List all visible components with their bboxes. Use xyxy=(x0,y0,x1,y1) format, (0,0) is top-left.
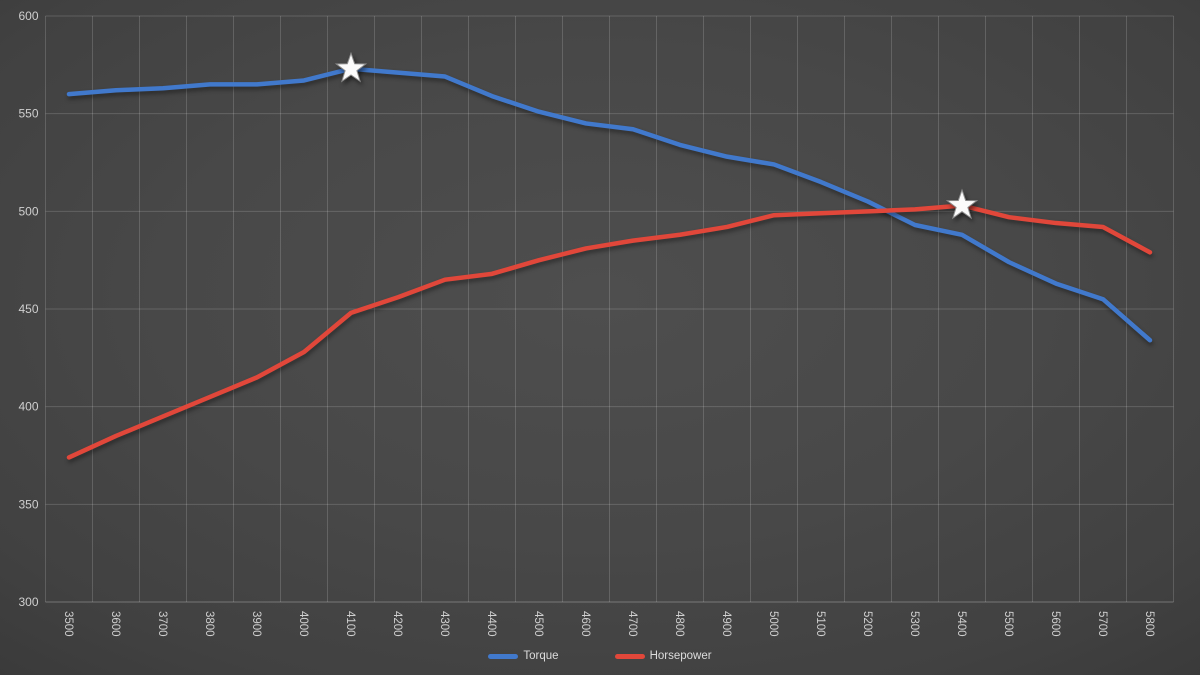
x-axis-tick-label: 5700 xyxy=(1096,611,1108,637)
y-axis-tick-label: 600 xyxy=(18,9,38,23)
torque-line xyxy=(66,66,1153,343)
x-axis-tick-label: 3700 xyxy=(156,611,168,637)
horsepower-peak-star-icon xyxy=(945,188,979,220)
y-axis-tick-label: 500 xyxy=(18,204,38,218)
x-axis-tick-label: 4300 xyxy=(438,611,450,637)
y-axis-tick-label: 350 xyxy=(18,497,38,511)
torque-peak-star-icon xyxy=(334,51,368,83)
x-axis-tick-label: 3500 xyxy=(62,611,74,637)
x-axis-tick-label: 5300 xyxy=(908,611,920,637)
x-axis-tick-label: 4700 xyxy=(626,611,638,637)
x-axis-tick-label: 5400 xyxy=(955,611,967,637)
x-axis-tick-label: 5100 xyxy=(814,611,826,637)
y-axis-tick-label: 400 xyxy=(18,400,38,414)
legend-item-horsepower: Horsepower xyxy=(614,650,712,662)
x-axis-tick-label: 3900 xyxy=(250,611,262,637)
horsepower-line xyxy=(66,203,1153,460)
x-axis-tick-label: 4900 xyxy=(720,611,732,637)
x-axis-tick-label: 4100 xyxy=(344,611,356,637)
y-axis-tick-label: 550 xyxy=(18,107,38,121)
x-axis-tick-label: 5000 xyxy=(767,611,779,637)
x-axis-tick-label: 4600 xyxy=(579,611,591,637)
x-axis-tick-label: 4000 xyxy=(297,611,309,637)
horsepower-line-swatch xyxy=(614,653,645,659)
x-axis-tick-label: 4500 xyxy=(532,611,544,637)
torque-line-swatch xyxy=(488,653,519,659)
horsepower-legend-label: Horsepower xyxy=(649,650,712,662)
x-axis-tick-label: 4400 xyxy=(485,611,497,637)
x-axis-tick-label: 5500 xyxy=(1002,611,1014,637)
torque-legend-label: Torque xyxy=(523,650,559,662)
x-axis-tick-label: 5200 xyxy=(861,611,873,637)
x-axis-tick-label: 4800 xyxy=(673,611,685,637)
x-axis-tick-label: 3600 xyxy=(109,611,121,637)
x-axis-tick-label: 3800 xyxy=(203,611,215,637)
x-axis-tick-label: 4200 xyxy=(391,611,403,637)
x-axis-tick-label: 5600 xyxy=(1049,611,1061,637)
y-axis-tick-label: 450 xyxy=(18,302,38,316)
y-axis-tick-label: 300 xyxy=(18,595,38,609)
x-axis-tick-label: 5800 xyxy=(1143,611,1155,637)
legend-item-torque: Torque xyxy=(488,650,559,662)
chart-legend: Torque Horsepower xyxy=(0,650,1200,662)
